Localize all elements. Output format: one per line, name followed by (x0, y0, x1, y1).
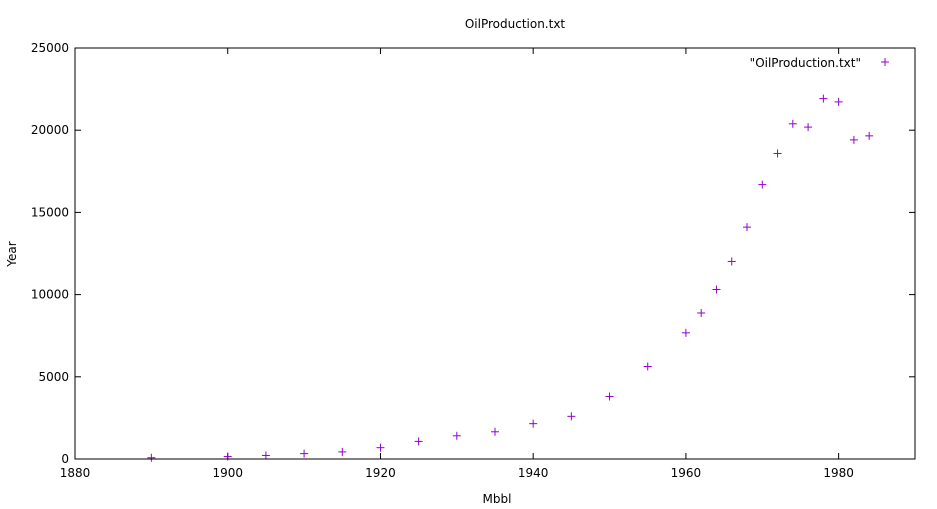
y-tick-label: 15000 (31, 205, 69, 219)
data-point (338, 447, 347, 456)
data-point (758, 180, 767, 189)
x-axis-label: Mbbl (483, 492, 512, 506)
x-tick-label: 1940 (518, 466, 549, 480)
y-tick-label: 10000 (31, 288, 69, 302)
y-axis-label: Year (5, 241, 19, 267)
axis-ticks: 1880 1900 1920 1940 1960 1980 0 5000 10000 15000 2… (31, 41, 915, 480)
data-point (865, 131, 874, 140)
x-tick-label: 1920 (365, 466, 396, 480)
data-point (743, 223, 751, 232)
data-point (643, 362, 652, 371)
chart-title: OilProduction.txt (465, 17, 566, 31)
data-point (567, 412, 576, 421)
data-point (681, 328, 690, 337)
y-tick-label: 0 (61, 452, 69, 466)
data-point (452, 431, 461, 440)
data-point (712, 285, 721, 294)
y-tick-label: 25000 (31, 41, 69, 55)
data-point (834, 97, 843, 106)
plot-frame (74, 47, 916, 460)
data-point (491, 427, 499, 436)
data-point (147, 453, 156, 462)
data-point (819, 94, 828, 103)
x-tick-label: 1980 (823, 466, 854, 480)
x-tick-label: 1960 (671, 466, 702, 480)
data-point (529, 419, 538, 428)
data-point (788, 119, 797, 128)
legend-label: "OilProduction.txt" (750, 56, 861, 70)
data-point (376, 443, 385, 452)
x-tick-label: 1900 (212, 466, 243, 480)
y-tick-label: 20000 (31, 123, 69, 137)
y-tick-label: 5000 (38, 370, 69, 384)
data-point (414, 437, 423, 446)
data-points (147, 94, 874, 462)
x-tick-label: 1880 (60, 466, 91, 480)
data-point (605, 392, 614, 401)
data-point (773, 149, 782, 158)
data-point (804, 123, 813, 132)
legend-marker-icon (881, 58, 889, 66)
data-point (727, 257, 736, 266)
data-point (300, 449, 309, 458)
data-point (261, 451, 270, 460)
legend: "OilProduction.txt" (750, 56, 889, 70)
data-point (697, 308, 706, 317)
data-point (849, 135, 858, 144)
